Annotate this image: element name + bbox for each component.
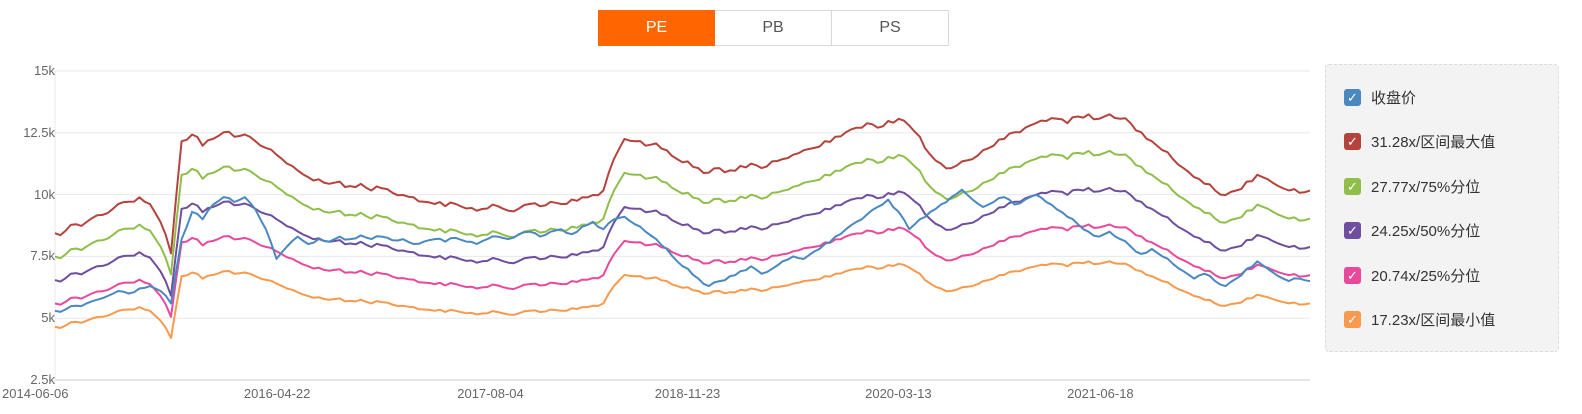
- series-line-p25: [54, 223, 1311, 318]
- y-axis-tick-label: 5k: [41, 310, 55, 326]
- legend-checkbox-close[interactable]: ✓: [1344, 88, 1361, 106]
- legend-label-close: 收盘价: [1371, 89, 1417, 107]
- legend-item-p75[interactable]: ✓ 27.77x/75%分位: [1344, 164, 1558, 209]
- legend-panel: ✓ 收盘价 ✓ 31.28x/区间最大值 ✓ 27.77x/75%分位 ✓ 24.25x/50…: [1325, 64, 1559, 352]
- legend-item-p25[interactable]: ✓ 20.74x/25%分位: [1344, 253, 1558, 298]
- tab-ps[interactable]: PS: [832, 10, 949, 46]
- legend-item-close[interactable]: ✓ 收盘价: [1344, 75, 1558, 120]
- tab-pb[interactable]: PB: [715, 10, 832, 46]
- legend-checkbox-p50[interactable]: ✓: [1344, 222, 1361, 240]
- legend-checkbox-max[interactable]: ✓: [1344, 133, 1361, 151]
- y-axis: 15k 12.5k 10k 7.5k 5k 2.5k: [5, 0, 55, 414]
- y-axis-tick-label: 15k: [34, 63, 55, 78]
- series-line-p75: [54, 149, 1311, 276]
- legend-item-max[interactable]: ✓ 31.28x/区间最大值: [1344, 120, 1558, 165]
- series-line-min: [54, 260, 1311, 339]
- x-axis-tick-label: 2016-04-22: [243, 386, 311, 401]
- y-axis-tick-label: 10k: [34, 186, 55, 202]
- x-axis-tick-label: 2017-08-04: [457, 386, 524, 401]
- legend-label-min: 17.23x/区间最小值: [1371, 312, 1496, 330]
- legend-label-p75: 27.77x/75%分位: [1371, 178, 1481, 196]
- tab-pe[interactable]: PE: [598, 10, 715, 46]
- legend-label-p50: 24.25x/50%分位: [1371, 223, 1481, 241]
- legend-checkbox-p25[interactable]: ✓: [1344, 266, 1361, 284]
- legend-checkbox-p75[interactable]: ✓: [1344, 177, 1361, 195]
- legend-items: ✓ 收盘价 ✓ 31.28x/区间最大值 ✓ 27.77x/75%分位 ✓ 24.25x/50…: [1344, 75, 1558, 342]
- series-line-close: [54, 188, 1311, 313]
- x-axis-tick-label: 2014-06-06: [2, 386, 69, 401]
- legend-item-p50[interactable]: ✓ 24.25x/50%分位: [1344, 209, 1558, 254]
- x-axis-tick-label: 2018-11-23: [654, 386, 721, 401]
- legend-label-p25: 20.74x/25%分位: [1371, 267, 1481, 285]
- legend-checkbox-min[interactable]: ✓: [1344, 311, 1361, 329]
- series-line-p50: [54, 186, 1311, 297]
- x-axis: 2014-06-06 2016-04-22 2017-08-04 2018-11-23…: [0, 386, 1582, 406]
- legend-label-max: 31.28x/区间最大值: [1371, 134, 1496, 152]
- y-axis-tick-label: 2.5k: [30, 372, 55, 387]
- y-axis-tick-label: 12.5k: [23, 124, 55, 140]
- legend-item-min[interactable]: ✓ 17.23x/区间最小值: [1344, 298, 1558, 343]
- x-axis-tick-label: 2020-03-13: [865, 386, 932, 401]
- valuation-metric-tab-bar: PE PB PS: [598, 10, 949, 46]
- y-axis-tick-label: 7.5k: [30, 248, 55, 264]
- series-line-max: [54, 113, 1311, 255]
- x-axis-tick-label: 2021-06-18: [1067, 386, 1134, 401]
